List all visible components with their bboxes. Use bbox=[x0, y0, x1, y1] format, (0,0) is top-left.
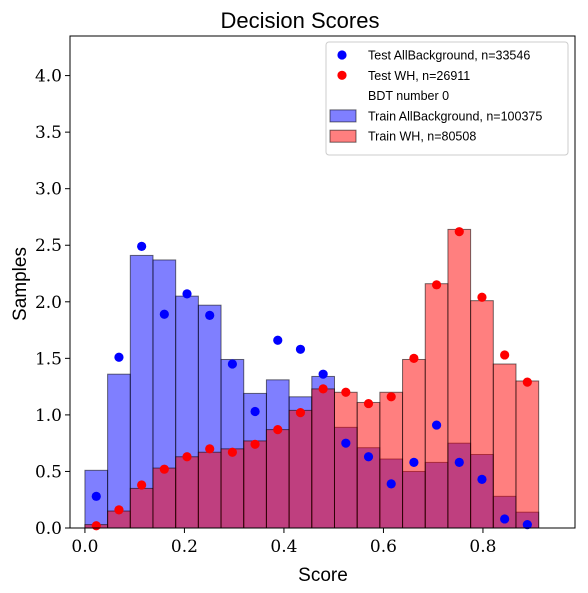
point-series-3-bin-1 bbox=[114, 505, 124, 515]
x-tick-label-1: 0.2 bbox=[171, 537, 198, 557]
point-series-2-bin-19 bbox=[522, 520, 532, 530]
point-series-2-bin-7 bbox=[250, 406, 260, 417]
hist-bar-series-1-bin-2 bbox=[129, 487, 154, 529]
point-series-2-bin-1 bbox=[114, 352, 124, 362]
legend-marker-3 bbox=[329, 109, 357, 123]
point-series-2-bin-4 bbox=[182, 289, 192, 299]
point-series-2-bin-11 bbox=[341, 438, 351, 448]
hist-bar-series-1-bin-14 bbox=[402, 358, 426, 529]
legend-frame bbox=[325, 41, 569, 156]
point-series-3-bin-7 bbox=[250, 439, 260, 449]
y-tick-label-7: 3.5 bbox=[35, 123, 62, 143]
x-tick-label-3: 0.6 bbox=[370, 537, 397, 557]
hist-bar-series-1-bin-7 bbox=[243, 440, 267, 529]
point-series-2-bin-0 bbox=[91, 491, 101, 501]
point-series-2-bin-16 bbox=[454, 457, 464, 467]
hist-bar-series-1-bin-16 bbox=[447, 228, 472, 529]
legend-label-1: Test WH, n=26911 bbox=[368, 69, 470, 83]
legend-marker-0 bbox=[337, 50, 347, 60]
point-series-3-bin-10 bbox=[318, 384, 328, 394]
y-axis-label: Samples bbox=[10, 247, 31, 321]
point-series-3-bin-3 bbox=[159, 464, 169, 474]
legend: Test AllBackground, n=33546 Test WH, n=26… bbox=[325, 41, 569, 156]
point-series-2-bin-2 bbox=[137, 241, 147, 251]
hist-bar-series-1-bin-18 bbox=[492, 363, 517, 529]
point-series-3-bin-17 bbox=[477, 292, 487, 302]
x-axis-label: Score bbox=[298, 565, 348, 586]
point-series-3-bin-15 bbox=[431, 280, 442, 290]
y-tick-label-2: 1.0 bbox=[35, 406, 62, 426]
point-series-2-bin-15 bbox=[431, 420, 442, 430]
legend-marker-4 bbox=[329, 129, 357, 143]
point-series-2-bin-5 bbox=[205, 310, 215, 320]
plot-area: 0.0 0.2 0.4 0.6 0.8 0.0 0.5 1.0 1.5 2.0 2.5 3.0 3.5 4… bbox=[35, 35, 576, 557]
y-tick-label-1: 0.5 bbox=[35, 462, 62, 482]
point-series-3-bin-0 bbox=[91, 521, 101, 531]
point-series-3-bin-12 bbox=[363, 398, 374, 409]
point-series-3-bin-19 bbox=[522, 377, 532, 387]
hist-bar-series-1-bin-8 bbox=[265, 429, 290, 529]
point-series-3-bin-13 bbox=[386, 392, 396, 402]
hist-bar-series-1-bin-3 bbox=[152, 467, 177, 529]
x-tick-label-0: 0.0 bbox=[71, 537, 98, 557]
point-series-3-bin-14 bbox=[409, 353, 419, 363]
hist-bar-series-1-bin-15 bbox=[424, 283, 449, 529]
point-series-2-bin-12 bbox=[363, 452, 374, 462]
point-series-2-bin-10 bbox=[318, 369, 328, 379]
point-series-2-bin-17 bbox=[477, 474, 487, 484]
legend-label-2: BDT number 0 bbox=[368, 89, 449, 103]
legend-label-0: Test AllBackground, n=33546 bbox=[368, 49, 530, 63]
hist-bar-series-1-bin-9 bbox=[288, 409, 313, 529]
y-tick-label-3: 1.5 bbox=[35, 349, 62, 369]
x-tick-label-2: 0.4 bbox=[270, 537, 297, 557]
point-series-3-bin-4 bbox=[182, 452, 192, 462]
axes-frame bbox=[69, 35, 576, 529]
point-series-3-bin-8 bbox=[273, 425, 283, 435]
point-series-3-bin-18 bbox=[500, 350, 510, 360]
point-series-2-bin-18 bbox=[500, 514, 510, 524]
y-tick-label-0: 0.0 bbox=[35, 519, 62, 539]
hist-bar-series-0-bin-1 bbox=[107, 373, 131, 529]
point-series-2-bin-8 bbox=[273, 335, 283, 345]
x-tick-label-4: 0.8 bbox=[469, 537, 496, 557]
hist-bar-series-1-bin-17 bbox=[470, 300, 494, 529]
hist-bar-series-1-bin-6 bbox=[220, 448, 245, 529]
y-tick-label-6: 3.0 bbox=[35, 180, 62, 200]
legend-label-3: Train AllBackground, n=100375 bbox=[368, 109, 542, 123]
hist-bar-series-1-bin-12 bbox=[356, 401, 381, 529]
point-series-3-bin-2 bbox=[137, 480, 147, 490]
y-tick-label-8: 4.0 bbox=[35, 67, 62, 87]
point-series-2-bin-9 bbox=[295, 344, 306, 354]
hist-bar-series-1-bin-11 bbox=[333, 391, 358, 529]
point-series-3-bin-5 bbox=[205, 444, 215, 454]
point-series-3-bin-11 bbox=[341, 387, 351, 397]
hist-bar-series-1-bin-5 bbox=[197, 451, 222, 529]
point-series-2-bin-14 bbox=[409, 457, 419, 467]
legend-marker-1 bbox=[337, 70, 347, 80]
y-tick-label-5: 2.5 bbox=[35, 236, 62, 256]
legend-label-4: Train WH, n=80508 bbox=[368, 130, 476, 144]
point-series-3-bin-9 bbox=[295, 408, 306, 418]
hist-bar-series-1-bin-13 bbox=[379, 391, 404, 529]
point-series-2-bin-3 bbox=[159, 309, 169, 319]
point-series-2-bin-6 bbox=[227, 359, 237, 369]
y-tick-label-4: 2.0 bbox=[35, 293, 62, 313]
hist-bar-series-1-bin-4 bbox=[175, 456, 199, 529]
hist-bar-series-1-bin-10 bbox=[311, 388, 335, 529]
hist-bar-series-1-bin-19 bbox=[515, 380, 540, 529]
chart-title: Decision Scores bbox=[221, 8, 380, 33]
point-series-3-bin-6 bbox=[227, 447, 237, 457]
point-series-2-bin-13 bbox=[386, 479, 396, 489]
point-series-3-bin-16 bbox=[454, 227, 464, 237]
